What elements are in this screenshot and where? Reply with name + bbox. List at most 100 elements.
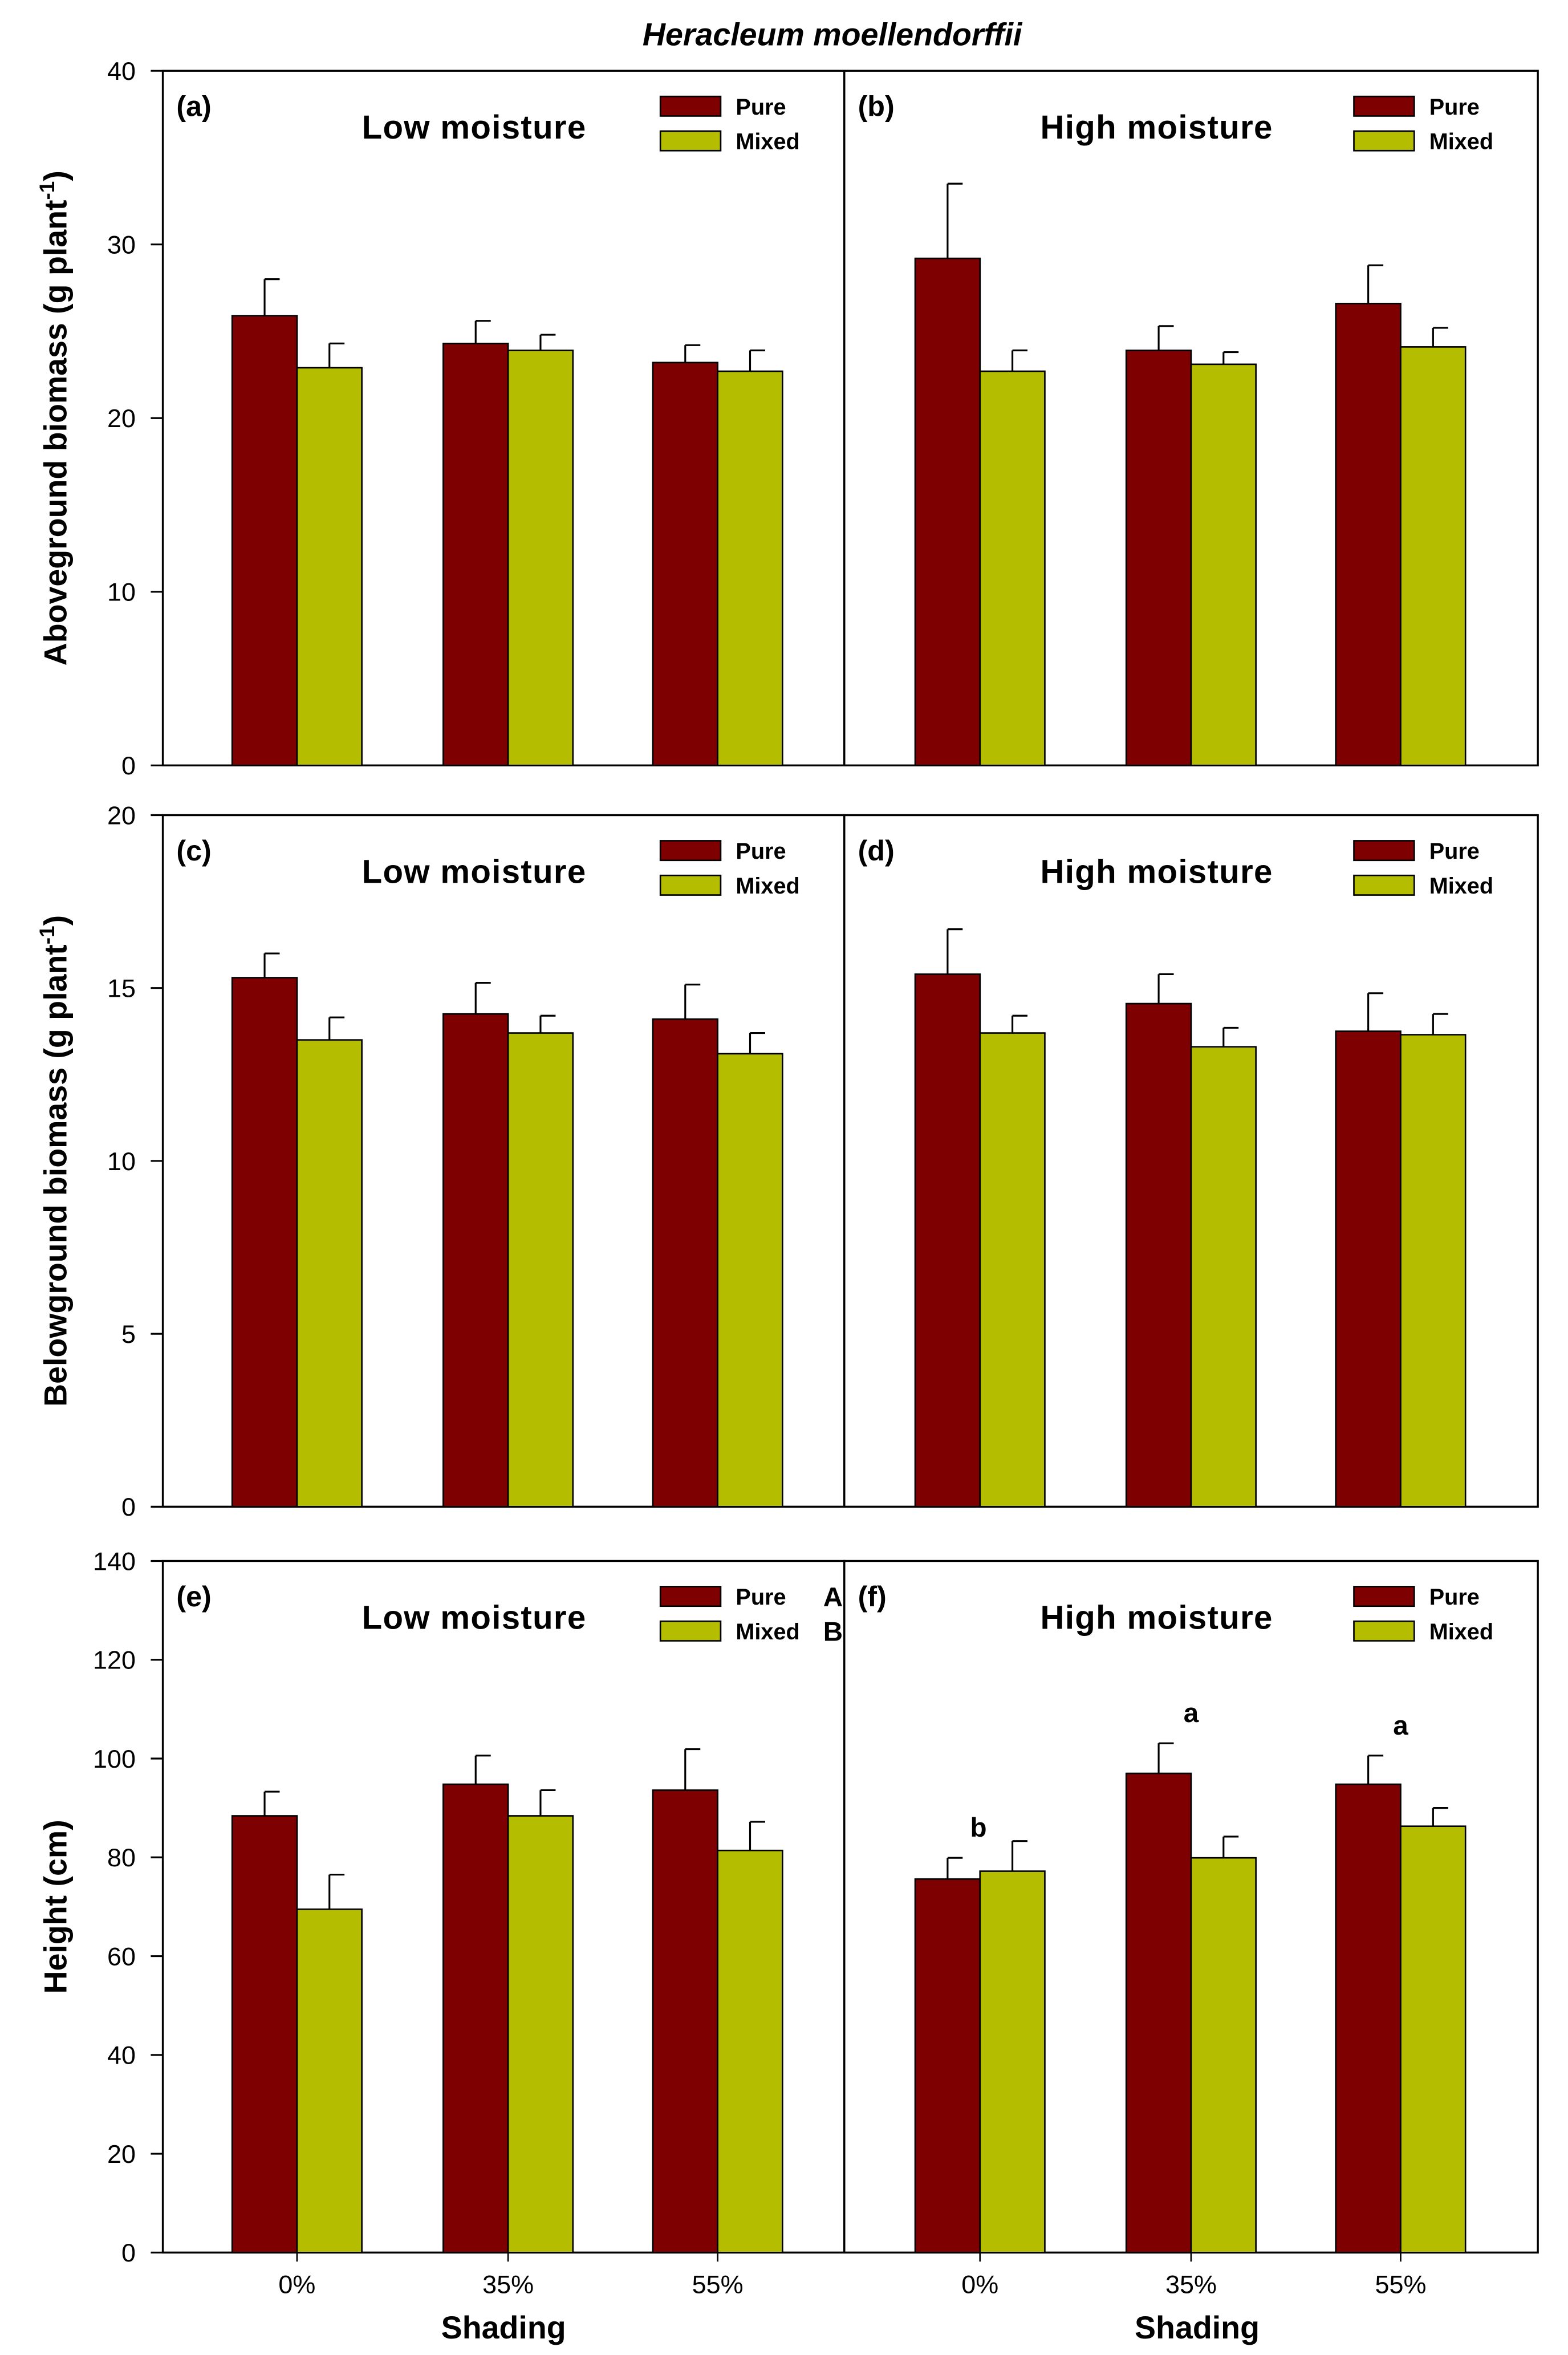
- y-axis-label-sup: -1: [35, 925, 59, 944]
- legend-swatch-pure: [1353, 95, 1415, 117]
- legend-label-pure: Pure: [736, 1585, 786, 1610]
- legend-swatch-pure: [1353, 1586, 1415, 1607]
- x-tick-label: 55%: [1375, 2270, 1427, 2299]
- legend-label-pure: Pure: [736, 95, 786, 120]
- bar-pure-55%: [1335, 1783, 1402, 2254]
- panel-subtitle: High moisture: [1041, 1599, 1273, 1636]
- bar-mixed-55%: [717, 370, 783, 766]
- legend-swatch-pure: [659, 840, 722, 862]
- legend-label-pure: Pure: [1429, 1585, 1480, 1610]
- legend-label-pure: Pure: [1429, 95, 1480, 120]
- bar-mixed-0%: [296, 1039, 363, 1508]
- bar-mixed-55%: [717, 1053, 783, 1508]
- legend-swatch-mixed: [1353, 130, 1415, 152]
- legend-label-mixed: Mixed: [736, 1619, 799, 1645]
- legend-label-mixed: Mixed: [736, 874, 799, 899]
- panel-e: (e) Low moisture Pure A Mixed B 0% 35% 55% Shadin…: [161, 1560, 846, 2345]
- y-axis-label: Height (cm): [38, 1820, 73, 1993]
- bar-pure-0%: [231, 315, 298, 766]
- bar-pure-35%: [442, 1783, 509, 2254]
- bar-mixed-55%: [1400, 1034, 1467, 1508]
- x-tick-label: 35%: [482, 2270, 534, 2299]
- bar-pure-35%: [442, 342, 509, 766]
- bar-mixed-0%: [979, 370, 1046, 766]
- panel-label: (c): [176, 835, 211, 867]
- panel-subtitle: Low moisture: [362, 109, 587, 146]
- bar-mixed-35%: [1190, 1857, 1257, 2254]
- bar-pure-55%: [1335, 1030, 1402, 1508]
- y-axis-label-end: ): [38, 170, 73, 181]
- y-axis-label: Aboveground biomass (g plant-1): [35, 170, 73, 665]
- y-tick-label: 20: [107, 404, 136, 433]
- x-tick-label: 0%: [278, 2270, 315, 2299]
- bar-mixed-0%: [296, 1908, 363, 2254]
- bar-mixed-35%: [507, 1815, 574, 2254]
- bar-pure-35%: [1125, 1772, 1192, 2254]
- bar-mixed-35%: [1190, 363, 1257, 766]
- x-axis-label: Shading: [441, 2310, 566, 2345]
- y-tick-label: 0: [121, 1492, 136, 1521]
- bar-mixed-35%: [1190, 1046, 1257, 1508]
- x-axis-label: Shading: [1135, 2310, 1260, 2345]
- y-tick-label: 5: [121, 1319, 136, 1349]
- panel-f: (f) High moisture Pure Mixed b 0% a 35% a 55% Shad…: [843, 1560, 1539, 2345]
- legend-swatch-mixed: [659, 130, 722, 152]
- y-tick-label: 60: [107, 1942, 136, 1971]
- bar-pure-0%: [914, 257, 981, 766]
- y-tick-label: 20: [107, 2139, 136, 2169]
- x-tick-label: 55%: [692, 2270, 744, 2299]
- bar-mixed-0%: [296, 367, 363, 766]
- panel-subtitle: High moisture: [1041, 109, 1273, 146]
- bar-pure-55%: [652, 1018, 718, 1508]
- y-axis-label-text: Belowground biomass (g plant: [38, 944, 73, 1407]
- bar-pure-35%: [442, 1013, 509, 1508]
- legend-label-mixed: Mixed: [736, 129, 799, 155]
- panel-label: (f): [858, 1581, 887, 1613]
- bar-mixed-0%: [979, 1870, 1046, 2254]
- panel-label: (b): [858, 90, 895, 122]
- bar-pure-0%: [914, 1878, 981, 2254]
- legend-swatch-mixed: [659, 874, 722, 896]
- legend-label-mixed: Mixed: [1429, 129, 1493, 155]
- legend-significance-letter: A: [823, 1582, 843, 1613]
- bar-pure-55%: [652, 362, 718, 766]
- y-axis-label-end: ): [38, 915, 73, 925]
- legend-label-mixed: Mixed: [1429, 874, 1493, 899]
- bar-mixed-35%: [507, 350, 574, 766]
- x-tick-label: 35%: [1165, 2270, 1217, 2299]
- y-tick-label: 15: [107, 974, 136, 1003]
- legend-label-pure: Pure: [736, 839, 786, 864]
- legend-swatch-pure: [659, 1586, 722, 1607]
- legend-significance-letter: B: [823, 1617, 843, 1647]
- legend-swatch-pure: [1353, 840, 1415, 862]
- bar-mixed-55%: [1400, 346, 1467, 766]
- y-tick-label: 40: [107, 56, 136, 86]
- panel-label: (a): [176, 90, 211, 122]
- significance-letter: a: [1393, 1711, 1408, 1741]
- y-axis-label-text: Height (cm): [38, 1820, 73, 1993]
- panel-label: (d): [858, 835, 895, 867]
- y-tick-label: 0: [121, 2238, 136, 2267]
- panel-d: (d) High moisture Pure Mixed: [843, 814, 1539, 1508]
- figure-title: Heracleum moellendorffii: [643, 17, 1023, 52]
- y-tick-label: 20: [107, 801, 136, 830]
- legend-swatch-mixed: [659, 1620, 722, 1642]
- bar-pure-35%: [1125, 1002, 1192, 1508]
- panel-label: (e): [176, 1581, 211, 1613]
- panel-subtitle: Low moisture: [362, 853, 587, 890]
- y-tick-label: 120: [93, 1646, 136, 1675]
- y-tick-label: 10: [107, 578, 136, 607]
- bar-mixed-55%: [717, 1849, 783, 2254]
- bar-pure-55%: [1335, 302, 1402, 766]
- panel-c: (c) Low moisture Pure Mixed: [161, 814, 846, 1508]
- bar-mixed-0%: [979, 1032, 1046, 1508]
- bar-mixed-35%: [507, 1032, 574, 1508]
- y-tick-label: 0: [121, 751, 136, 780]
- y-tick-label: 140: [93, 1546, 136, 1576]
- legend-label-pure: Pure: [1429, 839, 1480, 864]
- y-tick-label: 80: [107, 1843, 136, 1872]
- panel-b: (b) High moisture Pure Mixed: [843, 70, 1539, 767]
- panel-subtitle: Low moisture: [362, 1599, 587, 1636]
- bar-mixed-55%: [1400, 1825, 1467, 2254]
